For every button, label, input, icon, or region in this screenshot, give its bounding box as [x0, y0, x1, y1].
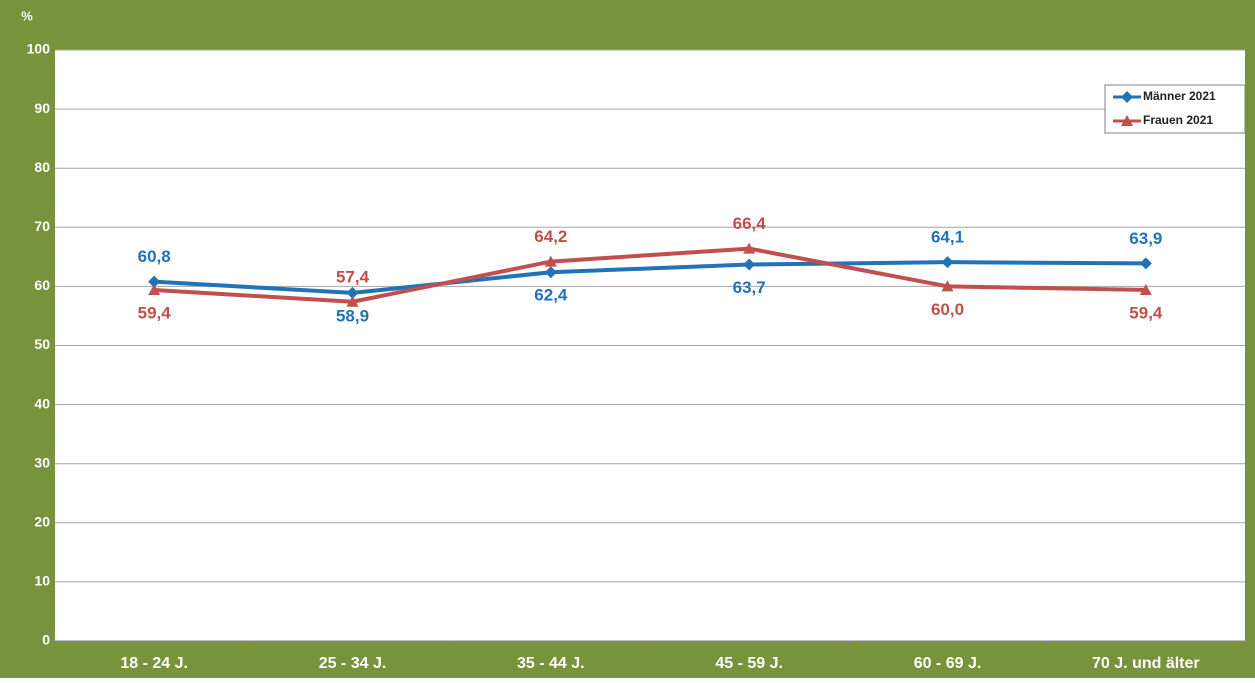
series-line: [154, 260, 1146, 295]
y-tick-label: 50: [34, 336, 50, 352]
data-label: 63,7: [733, 278, 766, 297]
marker: [346, 295, 359, 307]
y-tick-label: 20: [34, 514, 50, 530]
marker: [346, 286, 359, 299]
marker: [1121, 91, 1133, 103]
data-label: 59,4: [1129, 303, 1163, 322]
marker: [941, 280, 954, 292]
y-tick-label: 60: [34, 277, 50, 293]
y-tick-label: 30: [34, 454, 50, 470]
data-label: 57,4: [336, 267, 370, 286]
y-axis-label: %: [21, 8, 33, 23]
y-tick-label: 10: [34, 573, 50, 589]
data-label: 60,0: [931, 300, 964, 319]
marker: [544, 266, 557, 279]
marker: [1139, 257, 1152, 270]
marker: [148, 275, 161, 288]
legend-label: Männer 2021: [1143, 89, 1216, 103]
data-label: 62,4: [534, 286, 568, 305]
x-tick-label: 18 - 24 J.: [120, 655, 188, 672]
y-tick-label: 0: [42, 632, 50, 648]
marker: [148, 283, 161, 295]
x-tick-label: 60 - 69 J.: [914, 655, 982, 672]
marker: [544, 255, 557, 267]
y-tick-label: 80: [34, 159, 50, 175]
data-label: 63,9: [1129, 229, 1162, 248]
x-tick-label: 35 - 44 J.: [517, 655, 585, 672]
x-tick-label: 70 J. und älter: [1092, 655, 1200, 672]
x-tick-label: 25 - 34 J.: [319, 655, 387, 672]
legend-label: Frauen 2021: [1143, 113, 1213, 127]
data-label: 64,1: [931, 228, 964, 247]
y-tick-label: 100: [27, 41, 51, 57]
data-label: 64,2: [534, 227, 567, 246]
x-tick-label: 45 - 59 J.: [715, 655, 783, 672]
marker: [1121, 115, 1133, 126]
data-label: 58,9: [336, 306, 369, 325]
data-label: 66,4: [733, 214, 767, 233]
data-label: 59,4: [138, 303, 172, 322]
marker: [743, 242, 756, 254]
marker: [743, 258, 756, 271]
y-tick-label: 70: [34, 218, 50, 234]
marker: [941, 256, 954, 269]
data-label: 60,8: [138, 247, 171, 266]
y-tick-label: 40: [34, 395, 50, 411]
marker: [1139, 283, 1152, 295]
series-line: [154, 246, 1146, 304]
y-tick-label: 90: [34, 100, 50, 116]
